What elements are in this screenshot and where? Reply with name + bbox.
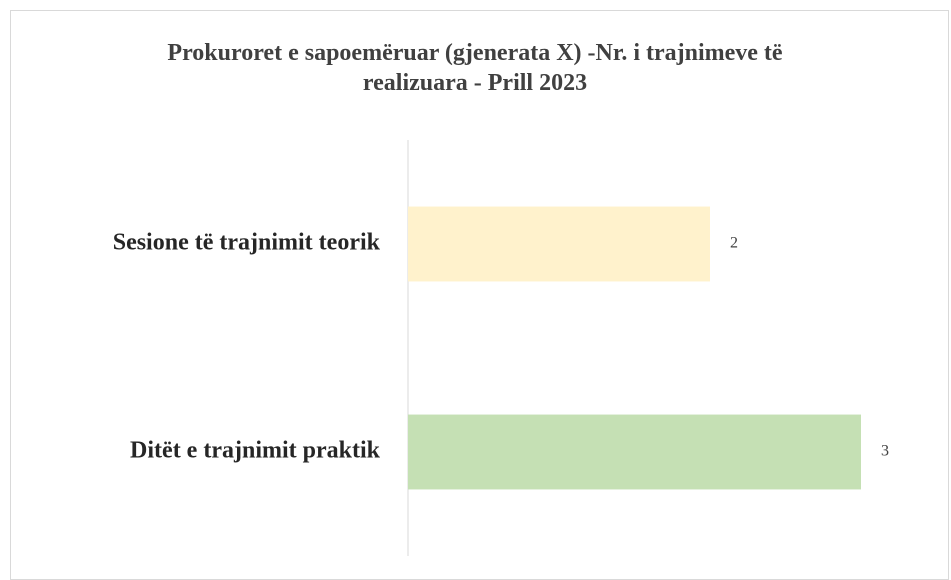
data-label: 2 (730, 235, 738, 252)
y-tick-label: Sesione të trajnimit teorik (113, 230, 381, 256)
bar (408, 414, 861, 490)
chart-title: Prokuroret e sapoemëruar (gjenerata X) -… (167, 40, 783, 96)
bar (408, 206, 710, 282)
data-label: 3 (881, 443, 889, 460)
y-tick-label: Ditët e trajnimit praktik (130, 438, 381, 464)
